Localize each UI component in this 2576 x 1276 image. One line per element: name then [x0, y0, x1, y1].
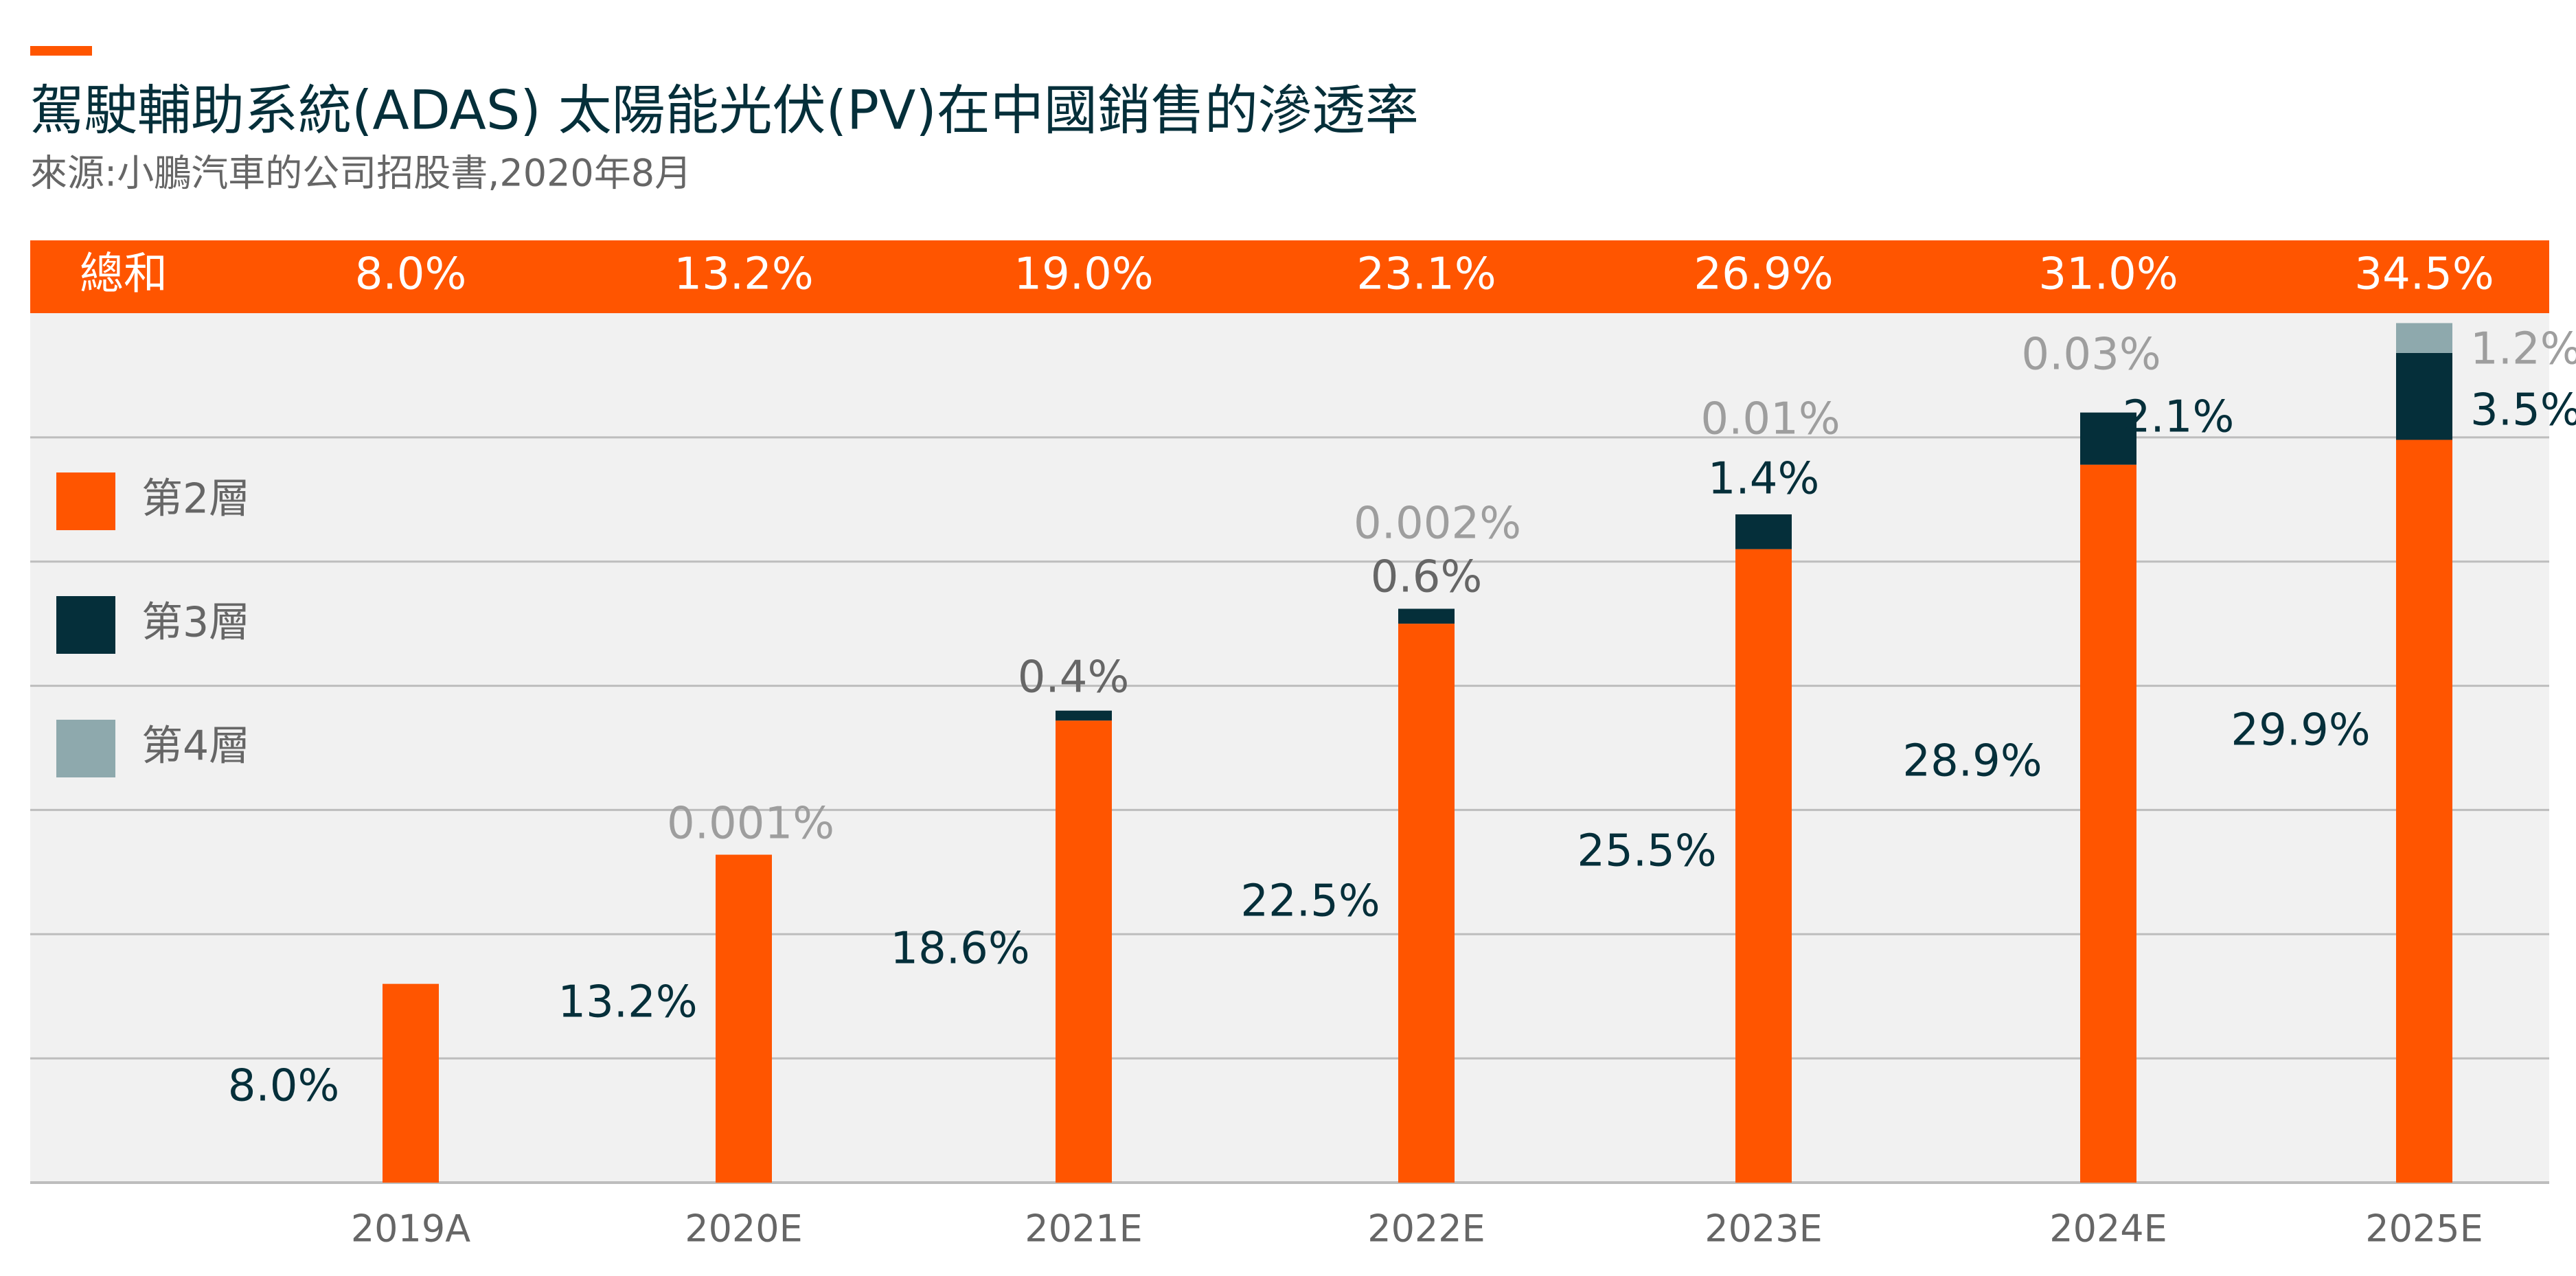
x-tick-label: 2019A	[351, 1207, 470, 1251]
bar-layer2-segment	[2080, 464, 2136, 1183]
bar-layer2-segment	[1056, 720, 1112, 1183]
bar-layer3-segment	[1735, 514, 1792, 549]
bar-layer3-segment	[2080, 412, 2136, 465]
bar-layer2-segment	[1398, 624, 1455, 1183]
legend-label: 第4層	[141, 722, 250, 771]
data-label-layer4: 1.2%	[2470, 324, 2576, 375]
x-tick-label: 2024E	[2049, 1207, 2167, 1251]
totals-label: 總和	[80, 249, 168, 300]
data-label-layer4: 0.03%	[2021, 330, 2161, 380]
data-label-layer3: 0.6%	[1371, 552, 1483, 603]
legend-swatch	[56, 472, 115, 530]
data-label-layer3: 3.5%	[2470, 385, 2576, 436]
total-value: 26.9%	[1694, 249, 1833, 300]
bar-layer2-segment	[716, 854, 772, 1183]
data-label-layer2: 13.2%	[558, 977, 697, 1028]
bar-layer2-segment	[1735, 549, 1792, 1183]
bar-layer3-segment	[2396, 352, 2452, 440]
legend-label: 第3層	[141, 599, 250, 647]
data-label-layer2: 8.0%	[228, 1061, 340, 1112]
data-label-layer3: 2.1%	[2123, 392, 2235, 443]
data-label-layer4: 0.002%	[1354, 499, 1521, 549]
chart-source: 來源:小鵬汽車的公司招股書,2020年8月	[30, 152, 692, 195]
bar-layer2-segment	[2396, 440, 2452, 1183]
total-value: 23.1%	[1356, 249, 1496, 300]
bar-layer3-segment	[1398, 608, 1455, 624]
bar-layer3-segment	[1056, 710, 1112, 721]
data-label-layer2: 18.6%	[890, 924, 1029, 975]
total-value: 19.0%	[1014, 249, 1153, 300]
data-label-layer3: 1.4%	[1708, 454, 1820, 505]
totals-band	[30, 240, 2549, 313]
data-label-layer4: 0.01%	[1700, 394, 1840, 445]
legend-swatch	[56, 596, 115, 654]
data-label-layer4: 0.001%	[667, 799, 834, 850]
x-tick-label: 2023E	[1705, 1207, 1823, 1251]
data-label-layer2: 28.9%	[1902, 736, 2042, 787]
x-tick-label: 2022E	[1367, 1207, 1485, 1251]
bar-layer4-segment	[2396, 323, 2452, 353]
legend-label: 第2層	[141, 475, 250, 523]
x-tick-label: 2020E	[685, 1207, 803, 1251]
data-label-layer2: 25.5%	[1577, 826, 1716, 877]
total-value: 31.0%	[2038, 249, 2178, 300]
header-accent-bar	[30, 46, 92, 56]
x-tick-label: 2025E	[2365, 1207, 2483, 1251]
chart-title: 駕駛輔助系統(ADAS) 太陽能光伏(PV)在中國銷售的滲透率	[30, 80, 1419, 141]
bar-layer2-segment	[383, 983, 439, 1183]
total-value: 34.5%	[2354, 249, 2494, 300]
total-value: 13.2%	[674, 249, 813, 300]
data-label-layer3: 0.4%	[1018, 652, 1130, 703]
x-tick-label: 2021E	[1025, 1207, 1143, 1251]
data-label-layer2: 22.5%	[1240, 876, 1380, 927]
legend-swatch	[56, 720, 115, 777]
total-value: 8.0%	[355, 249, 467, 300]
data-label-layer2: 29.9%	[2231, 705, 2370, 756]
